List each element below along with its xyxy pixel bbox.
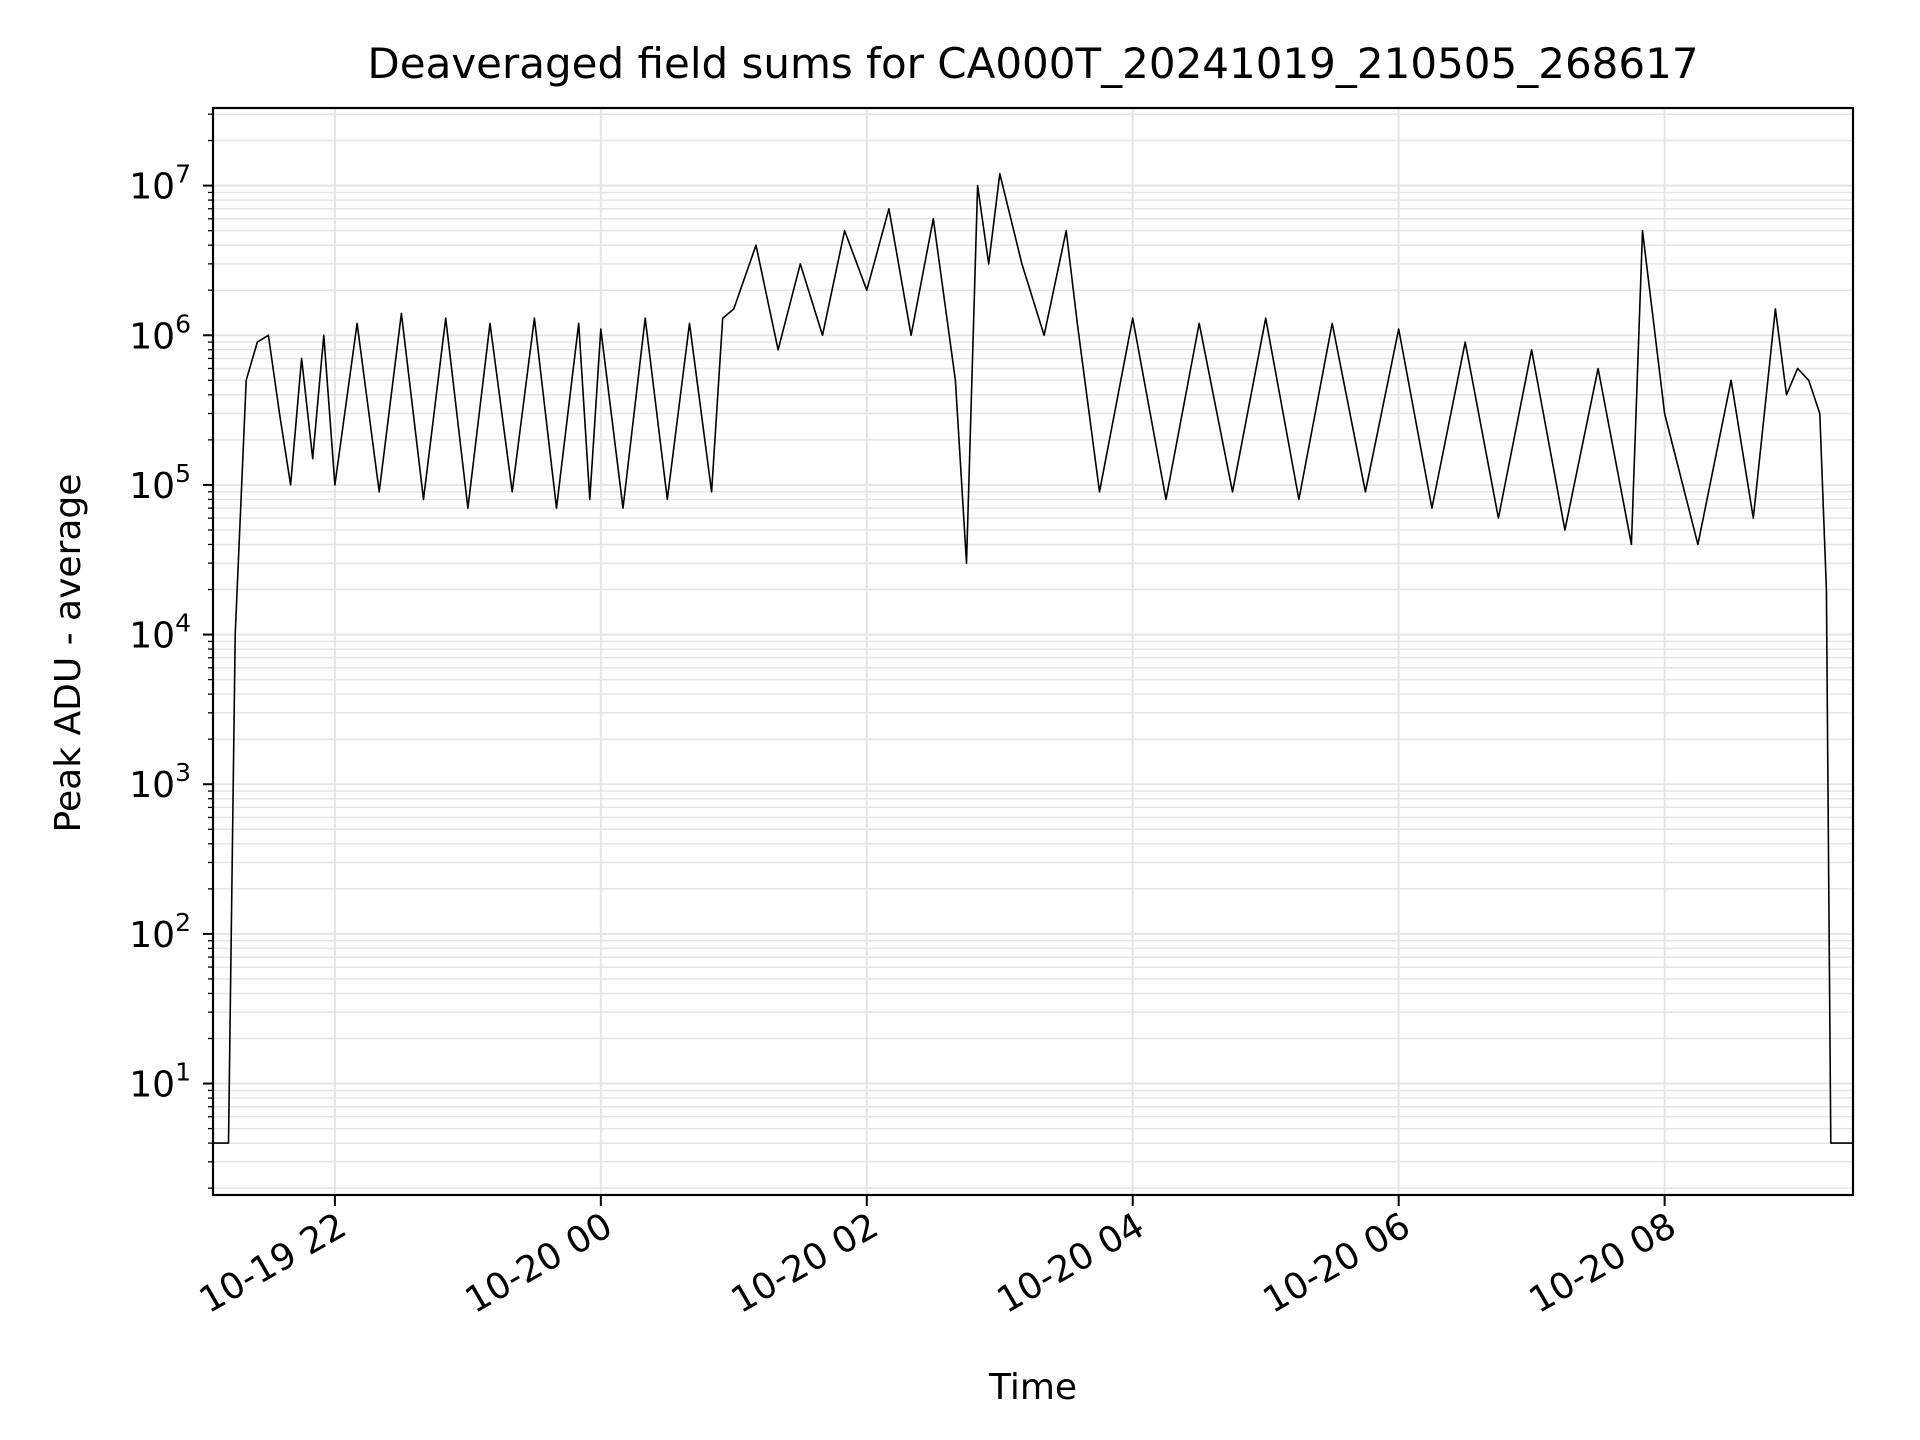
y-tick-label: 106 <box>129 309 191 357</box>
y-tick-label: 105 <box>129 459 191 507</box>
y-tick-label: 107 <box>129 160 191 208</box>
y-tick-label: 102 <box>129 908 191 956</box>
x-tick-label: 10-20 02 <box>725 1205 886 1321</box>
y-axis-label: Peak ADU - average <box>48 474 89 833</box>
chart-title: Deaveraged field sums for CA000T_2024101… <box>367 39 1698 88</box>
x-tick-label: 10-20 04 <box>991 1205 1152 1321</box>
grid-lines <box>213 108 1853 1195</box>
plot-frame <box>211 106 1855 1197</box>
x-tick-label: 10-19 22 <box>193 1205 354 1321</box>
y-tick-label: 103 <box>129 758 191 806</box>
series-layer <box>213 172 1853 1144</box>
y-tick-label: 101 <box>129 1058 191 1106</box>
x-axis-label: Time <box>988 1367 1077 1408</box>
x-tick-label: 10-20 06 <box>1257 1205 1418 1321</box>
y-tick-label: 104 <box>129 609 191 657</box>
x-tick-label: 10-20 08 <box>1522 1205 1683 1321</box>
series-line <box>213 172 1853 1144</box>
x-tick-label: 10-20 00 <box>459 1205 620 1321</box>
